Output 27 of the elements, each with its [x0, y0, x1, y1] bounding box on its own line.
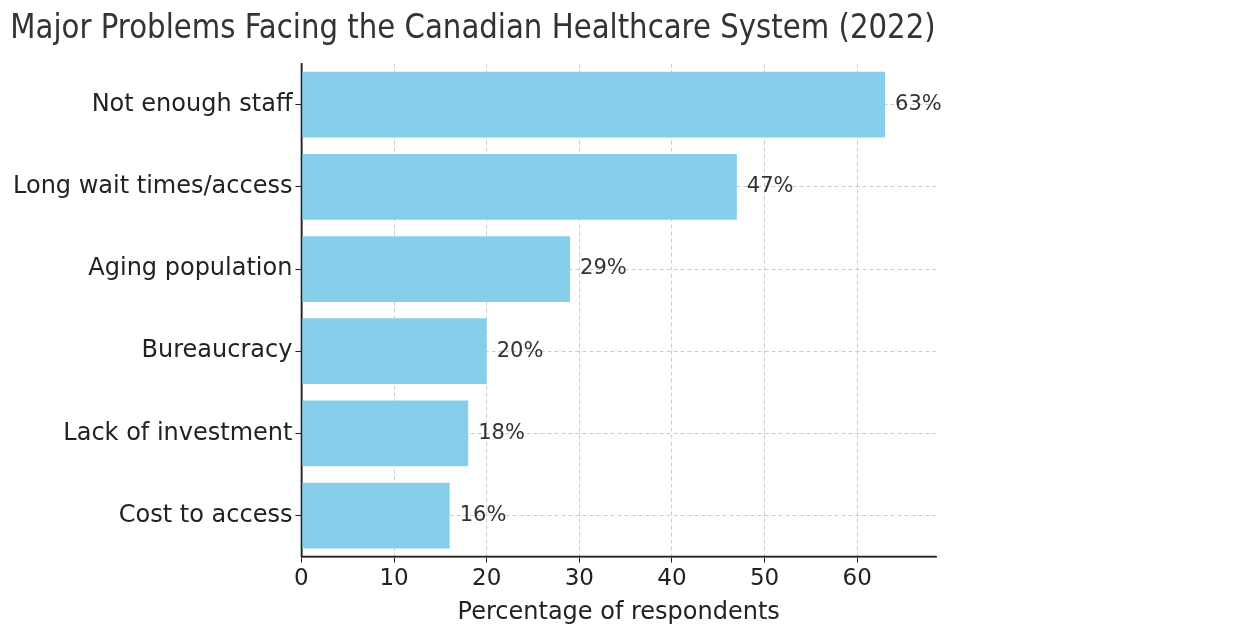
x-tick-label: 50: [749, 564, 780, 591]
bar: [301, 318, 487, 385]
data-label: 29%: [580, 255, 627, 280]
bar: [301, 236, 571, 302]
y-tick-label: Cost to access: [118, 499, 293, 528]
x-tick-label: 20: [472, 564, 502, 591]
x-tick-label: 30: [564, 564, 594, 591]
bar: [301, 153, 737, 220]
y-tick-label: Bureaucracy: [141, 335, 293, 364]
data-label: 16%: [459, 501, 507, 526]
y-tick-label: Aging population: [88, 253, 293, 282]
data-label: 63%: [895, 91, 942, 116]
x-axis-title: Percentage of respondents: [457, 596, 780, 625]
data-label: 20%: [496, 337, 544, 362]
x-tick-label: 60: [842, 564, 872, 591]
y-tick-label: Long wait times/access: [13, 171, 293, 200]
x-tick-label: 40: [657, 564, 687, 591]
bar: [301, 482, 450, 549]
y-tick-label: Not enough staff: [91, 88, 293, 117]
x-tick-label: 10: [379, 564, 409, 591]
bar: [301, 400, 469, 467]
bar: [301, 71, 886, 138]
y-tick-label: Lack of investment: [63, 417, 293, 446]
data-label: 18%: [478, 419, 525, 444]
chart-title: Major Problems Facing the Canadian Healthcare System (2022): [10, 7, 936, 46]
data-label: 47%: [746, 173, 794, 198]
x-tick-label: 0: [294, 564, 309, 591]
